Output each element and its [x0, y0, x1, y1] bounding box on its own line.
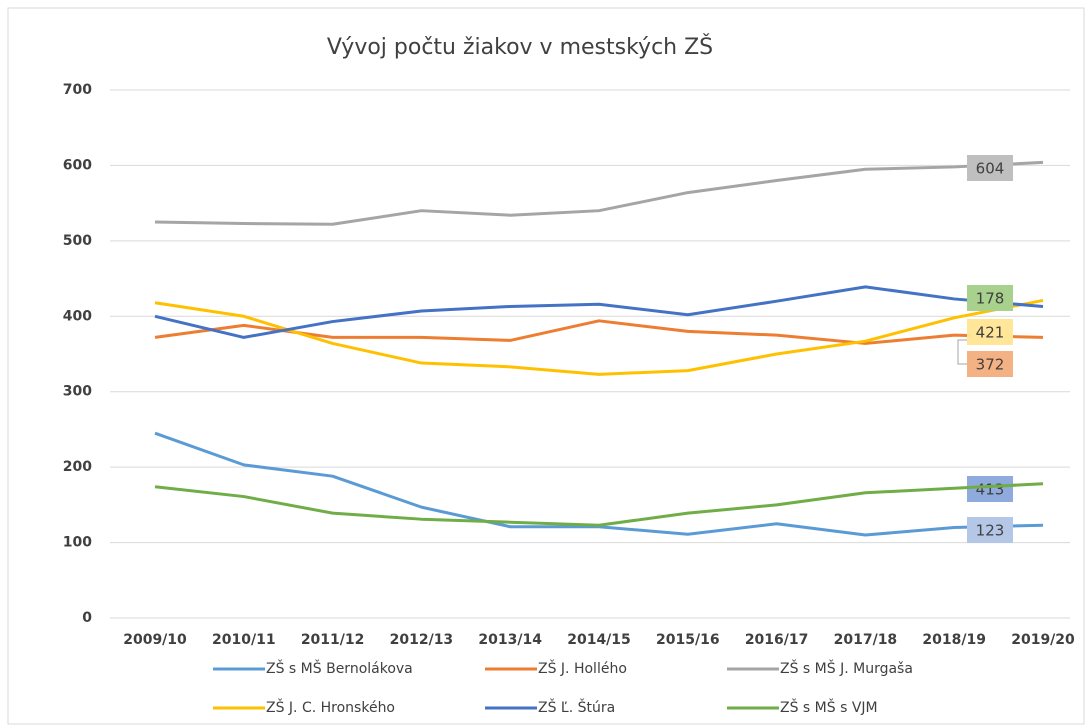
y-tick-label: 200 [63, 459, 92, 475]
x-tick-label: 2014/15 [567, 632, 631, 648]
x-tick-label: 2018/19 [922, 632, 986, 648]
x-tick-label: 2016/17 [745, 632, 809, 648]
data-label: 604 [976, 160, 1005, 178]
data-label: 413 [976, 481, 1005, 499]
data-label: 123 [976, 522, 1005, 540]
data-label-box [967, 285, 1013, 311]
x-tick-label: 2019/20 [1011, 632, 1075, 648]
data-label-box [967, 351, 1013, 377]
x-tick-label: 2012/13 [390, 632, 454, 648]
y-tick-label: 400 [63, 308, 92, 324]
x-tick-label: 2010/11 [212, 632, 276, 648]
y-tick-label: 0 [82, 610, 92, 626]
legend-label: ZŠ Ľ. Štúra [538, 698, 615, 716]
series-line [154, 160, 1044, 226]
x-tick-label: 2009/10 [123, 632, 187, 648]
data-label-box [967, 476, 1013, 502]
legend-label: ZŠ s MŠ J. Murgaša [780, 659, 913, 677]
series-line [154, 298, 1044, 376]
legend-label: ZŠ J. Hollého [538, 659, 627, 677]
data-label: 421 [976, 324, 1005, 342]
data-label-box [967, 319, 1013, 345]
x-tick-label: 2011/12 [301, 632, 365, 648]
data-label: 372 [976, 356, 1005, 374]
y-tick-label: 600 [63, 157, 92, 173]
chart-title: Vývoj počtu žiakov v mestských ZŠ [327, 34, 713, 60]
chart-frame [7, 7, 1085, 725]
data-label: 178 [976, 290, 1005, 308]
series-line [154, 431, 1044, 537]
y-tick-label: 300 [63, 384, 92, 400]
leader-line [957, 339, 967, 365]
x-tick-label: 2013/14 [478, 632, 542, 648]
series-line [154, 482, 1044, 527]
series-line [154, 285, 1044, 339]
legend-label: ZŠ s MŠ s VJM [780, 698, 878, 716]
x-tick-label: 2017/18 [834, 632, 898, 648]
x-tick-label: 2015/16 [656, 632, 720, 648]
y-tick-label: 700 [63, 82, 92, 98]
y-tick-label: 100 [63, 535, 92, 551]
data-label-box [967, 517, 1013, 543]
legend-label: ZŠ s MŠ Bernolákova [266, 659, 413, 677]
y-tick-label: 500 [63, 233, 92, 249]
legend-label: ZŠ J. C. Hronského [266, 698, 395, 716]
data-label-box [967, 155, 1013, 181]
